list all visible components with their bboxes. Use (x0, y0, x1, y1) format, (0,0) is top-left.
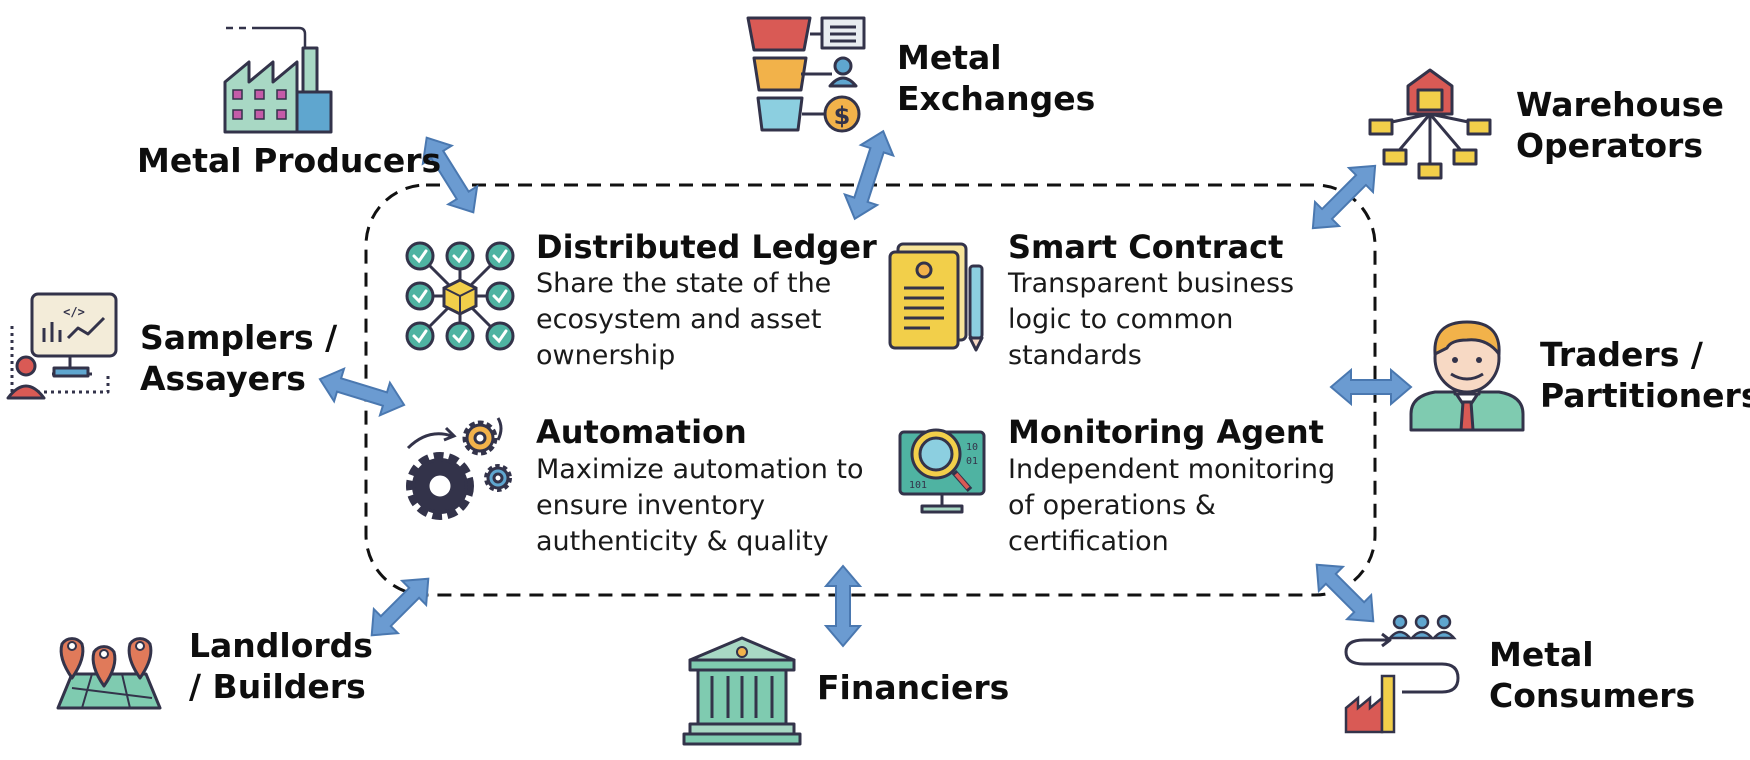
factory-icon (223, 26, 333, 134)
arrow-consumers (1315, 563, 1375, 623)
metal-exchanges-line-2: Exchanges (897, 79, 1096, 118)
samplers-assayers-label: Samplers / Assayers (140, 317, 337, 399)
metal-consumers-line-1: Metal (1489, 635, 1594, 674)
financiers-label: Financiers (817, 667, 1009, 708)
financiers-line-1: Financiers (817, 668, 1010, 707)
contract-document-icon (888, 242, 984, 352)
smart-contract-desc-3: standards (1008, 340, 1142, 371)
bank-icon (682, 636, 802, 746)
smart-contract-desc-1: Transparent business (1008, 268, 1295, 299)
distributed-ledger-title: Distributed Ledger (536, 228, 877, 266)
metal-producers-line-1: Metal Producers (137, 141, 442, 180)
monitoring-agent-desc-1: Independent monitoring (1008, 454, 1336, 485)
smart-contract-desc: Transparent business logic to common sta… (1008, 266, 1294, 374)
metal-consumers-label: Metal Consumers (1489, 634, 1695, 716)
trader-avatar-icon (1409, 320, 1525, 432)
landlords-builders-line-2: / Builders (189, 667, 366, 706)
arrow-producers (421, 136, 479, 214)
svg-text:$: $ (834, 102, 851, 130)
map-pins-icon (56, 637, 162, 710)
automation-desc-2: ensure inventory (536, 490, 766, 521)
monitor-analyst-icon: </> (6, 292, 118, 400)
automation-desc: Maximize automation to ensure inventory … (536, 452, 864, 560)
distributed-ledger-desc-2: ecosystem and asset (536, 304, 822, 335)
monitoring-agent-title: Monitoring Agent (1008, 413, 1324, 451)
smart-contract-desc-2: logic to common (1008, 304, 1234, 335)
warehouse-operators-label: Warehouse Operators (1516, 84, 1724, 166)
distributed-ledger-desc: Share the state of the ecosystem and ass… (536, 266, 831, 374)
svg-text:</>: </> (63, 305, 85, 319)
supply-chain-icon (1344, 614, 1460, 734)
warehouse-operators-line-1: Warehouse (1516, 85, 1724, 124)
arrow-financiers (823, 564, 863, 648)
traders-partitioners-label: Traders / Partitioners (1540, 334, 1750, 416)
warehouse-hierarchy-icon (1368, 68, 1492, 180)
smart-contract-title: Smart Contract (1008, 228, 1284, 266)
network-nodes-icon (405, 241, 515, 351)
svg-text:01: 01 (966, 456, 978, 467)
svg-text:101: 101 (909, 480, 927, 491)
monitoring-agent-desc-3: certification (1008, 526, 1169, 557)
gears-icon (406, 417, 512, 520)
metal-producers-label: Metal Producers (137, 140, 441, 181)
metal-exchanges-label: Metal Exchanges (897, 37, 1095, 119)
distributed-ledger-desc-3: ownership (536, 340, 676, 371)
metal-exchanges-line-1: Metal (897, 38, 1002, 77)
arrow-samplers (318, 366, 406, 418)
samplers-assayers-line-2: Assayers (140, 359, 306, 398)
warehouse-operators-line-2: Operators (1516, 126, 1703, 165)
traders-partitioners-line-2: Partitioners (1540, 376, 1750, 415)
monitoring-magnifier-icon: 10 01 101 (898, 428, 986, 514)
monitoring-agent-desc-2: of operations & (1008, 490, 1216, 521)
arrow-landlords (370, 577, 430, 637)
distributed-ledger-desc-1: Share the state of the (536, 268, 832, 299)
arrow-warehouse (1311, 164, 1377, 230)
monitoring-agent-desc: Independent monitoring of operations & c… (1008, 452, 1335, 560)
automation-desc-3: authenticity & quality (536, 526, 829, 557)
samplers-assayers-line-1: Samplers / (140, 318, 338, 357)
traders-partitioners-line-1: Traders / (1540, 335, 1703, 374)
landlords-builders-line-1: Landlords (189, 626, 373, 665)
automation-desc-1: Maximize automation to (536, 454, 864, 485)
metal-consumers-line-2: Consumers (1489, 676, 1696, 715)
arrow-traders (1329, 367, 1413, 407)
exchange-funnel-icon: $ (746, 16, 866, 133)
svg-text:10: 10 (966, 442, 978, 453)
arrow-exchanges (843, 129, 895, 221)
landlords-builders-label: Landlords / Builders (189, 625, 373, 707)
automation-title: Automation (536, 413, 747, 451)
